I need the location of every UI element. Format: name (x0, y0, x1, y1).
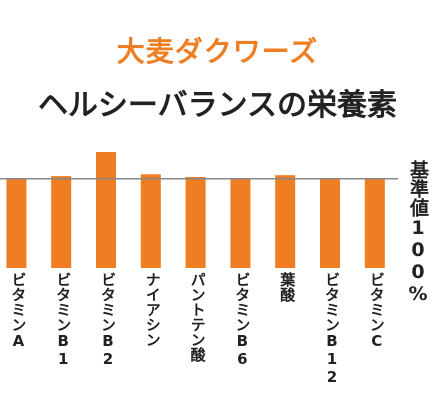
bar-5 (230, 178, 251, 268)
category-label-2: ビタミンB2 (99, 272, 117, 368)
category-label-8: ビタミンC (367, 272, 386, 350)
chart-title: 大麦ダクワーズ (116, 35, 319, 68)
category-label-6: 葉酸 (278, 272, 297, 302)
bar-3 (140, 174, 161, 268)
bar-6 (275, 175, 296, 268)
bar-7 (320, 178, 340, 268)
category-label-3: ナイアシン (143, 272, 162, 347)
category-label-0: ビタミンA (9, 272, 28, 350)
bar-1 (51, 176, 72, 268)
chart-subtitle: ヘルシーバランスの栄養素 (37, 88, 398, 123)
category-label-7: ビタミンB12 (323, 272, 341, 386)
reference-line-label: 基準値100% (407, 160, 429, 305)
bar-2 (96, 152, 116, 268)
category-label-4: パントテン酸 (188, 272, 207, 362)
bar-8 (364, 178, 385, 268)
bar-4 (185, 177, 206, 268)
category-label-5: ビタミンB6 (233, 272, 252, 368)
category-label-1: ビタミンB1 (54, 272, 73, 368)
bar-0 (6, 178, 27, 268)
